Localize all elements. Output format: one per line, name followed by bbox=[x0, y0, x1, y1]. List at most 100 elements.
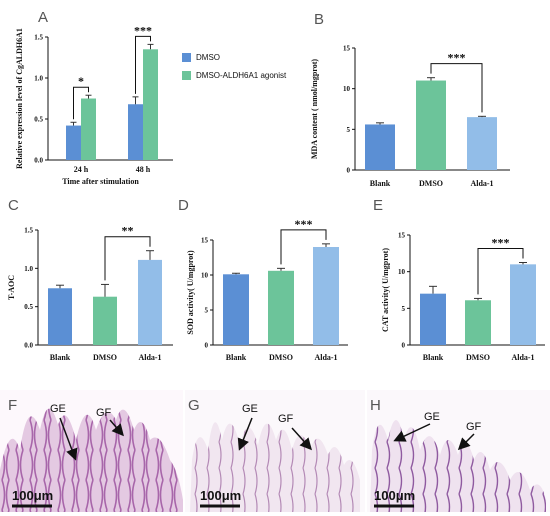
micrograph-f: F GE GF 100μm bbox=[0, 390, 183, 512]
y-tick-label: 0 bbox=[205, 342, 209, 350]
x-tick-label: Blank bbox=[370, 179, 391, 188]
x-tick-label: Alda-1 bbox=[511, 353, 534, 362]
panel-letter-b: B bbox=[314, 11, 324, 28]
y-tick-label: 5 bbox=[402, 305, 406, 313]
panel-letter-d: D bbox=[178, 197, 189, 214]
label-ge-h: GE bbox=[424, 411, 440, 423]
bar bbox=[268, 270, 294, 345]
arrow-ge-f bbox=[59, 417, 78, 461]
bar bbox=[143, 49, 158, 160]
scalebar-label-h: 100μm bbox=[374, 488, 415, 503]
y-tick-label: 10 bbox=[201, 272, 209, 280]
legend-entry: DMSO bbox=[196, 53, 220, 62]
x-tick-label: Blank bbox=[50, 353, 71, 362]
bar bbox=[420, 293, 446, 345]
significance-bracket bbox=[73, 86, 89, 120]
y-tick-label: 0.5 bbox=[34, 116, 43, 124]
panel-letter-f: F bbox=[8, 397, 17, 414]
bar bbox=[138, 259, 162, 345]
bar bbox=[66, 125, 81, 160]
x-tick-label: DMSO bbox=[466, 353, 490, 362]
panel-letter-g: G bbox=[188, 397, 200, 414]
arrow-ge-g bbox=[237, 417, 253, 451]
micrograph-g: G GE GF 100μm bbox=[185, 390, 365, 512]
bar bbox=[48, 288, 72, 345]
x-tick-label: DMSO bbox=[419, 179, 443, 188]
chart-d: 0 5 10 15 SOD activity( U/mgprot) Blank DMSO Al… bbox=[186, 217, 348, 362]
panel-letter-e: E bbox=[373, 197, 383, 214]
x-tick-label: 48 h bbox=[136, 165, 151, 174]
charts: 0.0 0.5 1.0 1.5 Relative expression level of… bbox=[7, 23, 545, 362]
label-ge-f: GE bbox=[50, 403, 66, 415]
label-gf-g: GF bbox=[278, 413, 294, 425]
chart-c: 0.0 0.5 1.0 1.5 T-AOC Blank DMSO Alda-1 ** bbox=[7, 224, 173, 362]
y-axis-label: T-AOC bbox=[7, 275, 16, 300]
significance-label: *** bbox=[492, 236, 510, 250]
x-tick-label: Blank bbox=[423, 353, 444, 362]
bar bbox=[93, 296, 117, 345]
y-tick-label: 10 bbox=[343, 85, 351, 93]
significance-bracket bbox=[430, 63, 483, 113]
y-tick-label: 1.5 bbox=[24, 227, 33, 235]
x-tick-label: DMSO bbox=[269, 353, 293, 362]
y-tick-label: 1.0 bbox=[24, 265, 33, 273]
significance-label: *** bbox=[295, 217, 313, 231]
y-axis-label: SOD activity( U/mgprot) bbox=[186, 250, 195, 335]
y-axis-label: CAT activity( U/mgprot) bbox=[381, 248, 390, 332]
y-tick-label: 0.5 bbox=[24, 303, 33, 311]
panel-letter-a: A bbox=[38, 9, 48, 26]
bar bbox=[465, 300, 491, 345]
y-tick-label: 1.5 bbox=[34, 34, 43, 42]
bar bbox=[416, 80, 446, 170]
y-tick-label: 15 bbox=[398, 232, 406, 240]
label-ge-g: GE bbox=[242, 403, 258, 415]
bar bbox=[223, 274, 249, 345]
chart-b: 0 5 10 15 MDA content ( nmol/mgprot) Blank DMS… bbox=[310, 45, 510, 188]
bar bbox=[128, 104, 143, 160]
bar bbox=[467, 117, 497, 170]
panel-letter-c: C bbox=[8, 197, 19, 214]
micrograph-h: H GE GF 100μm bbox=[367, 390, 550, 512]
panel-letter-h: H bbox=[370, 397, 381, 414]
arrow-ge-h bbox=[393, 423, 431, 442]
bar bbox=[81, 98, 96, 160]
legend-swatch bbox=[182, 71, 191, 80]
y-tick-label: 10 bbox=[398, 268, 406, 276]
significance-label: * bbox=[78, 74, 84, 88]
significance-bracket bbox=[477, 248, 524, 295]
y-tick-label: 5 bbox=[205, 307, 209, 315]
x-axis-label: Time after stimulation bbox=[62, 177, 139, 186]
label-gf-f: GF bbox=[96, 407, 112, 419]
chart-e: 0 5 10 15 CAT activity( U/mgprot) Blank DMSO Al… bbox=[381, 232, 545, 362]
x-tick-label: Alda-1 bbox=[470, 179, 493, 188]
y-tick-label: 0.0 bbox=[34, 157, 43, 165]
y-tick-label: 0 bbox=[347, 167, 351, 175]
y-axis-label: MDA content ( nmol/mgprot) bbox=[310, 59, 319, 159]
label-gf-h: GF bbox=[466, 421, 482, 433]
y-tick-label: 1.0 bbox=[34, 75, 43, 83]
scalebar-label-g: 100μm bbox=[200, 488, 241, 503]
y-tick-label: 15 bbox=[343, 45, 351, 53]
chart-a: 0.0 0.5 1.0 1.5 Relative expression level of… bbox=[15, 23, 287, 186]
bar bbox=[313, 247, 339, 345]
significance-label: *** bbox=[448, 51, 466, 65]
significance-label: ** bbox=[122, 224, 134, 238]
bar bbox=[510, 264, 536, 345]
y-axis-label: Relative expression level of CgALDH6A1 bbox=[15, 28, 24, 169]
significance-bracket bbox=[104, 236, 151, 281]
bar bbox=[365, 124, 395, 170]
arrow-gf-h bbox=[457, 433, 475, 451]
arrow-gf-f bbox=[109, 419, 124, 437]
y-tick-label: 5 bbox=[347, 126, 351, 134]
y-tick-label: 15 bbox=[201, 237, 209, 245]
significance-bracket bbox=[135, 35, 151, 94]
x-tick-label: DMSO bbox=[93, 353, 117, 362]
x-tick-label: 24 h bbox=[74, 165, 89, 174]
significance-label: *** bbox=[134, 23, 152, 37]
arrow-gf-g bbox=[291, 427, 313, 451]
legend-swatch bbox=[182, 53, 191, 62]
significance-bracket bbox=[280, 229, 327, 265]
y-tick-label: 0.0 bbox=[24, 342, 33, 350]
legend-entry: DMSO-ALDH6A1 agonist bbox=[196, 71, 287, 80]
